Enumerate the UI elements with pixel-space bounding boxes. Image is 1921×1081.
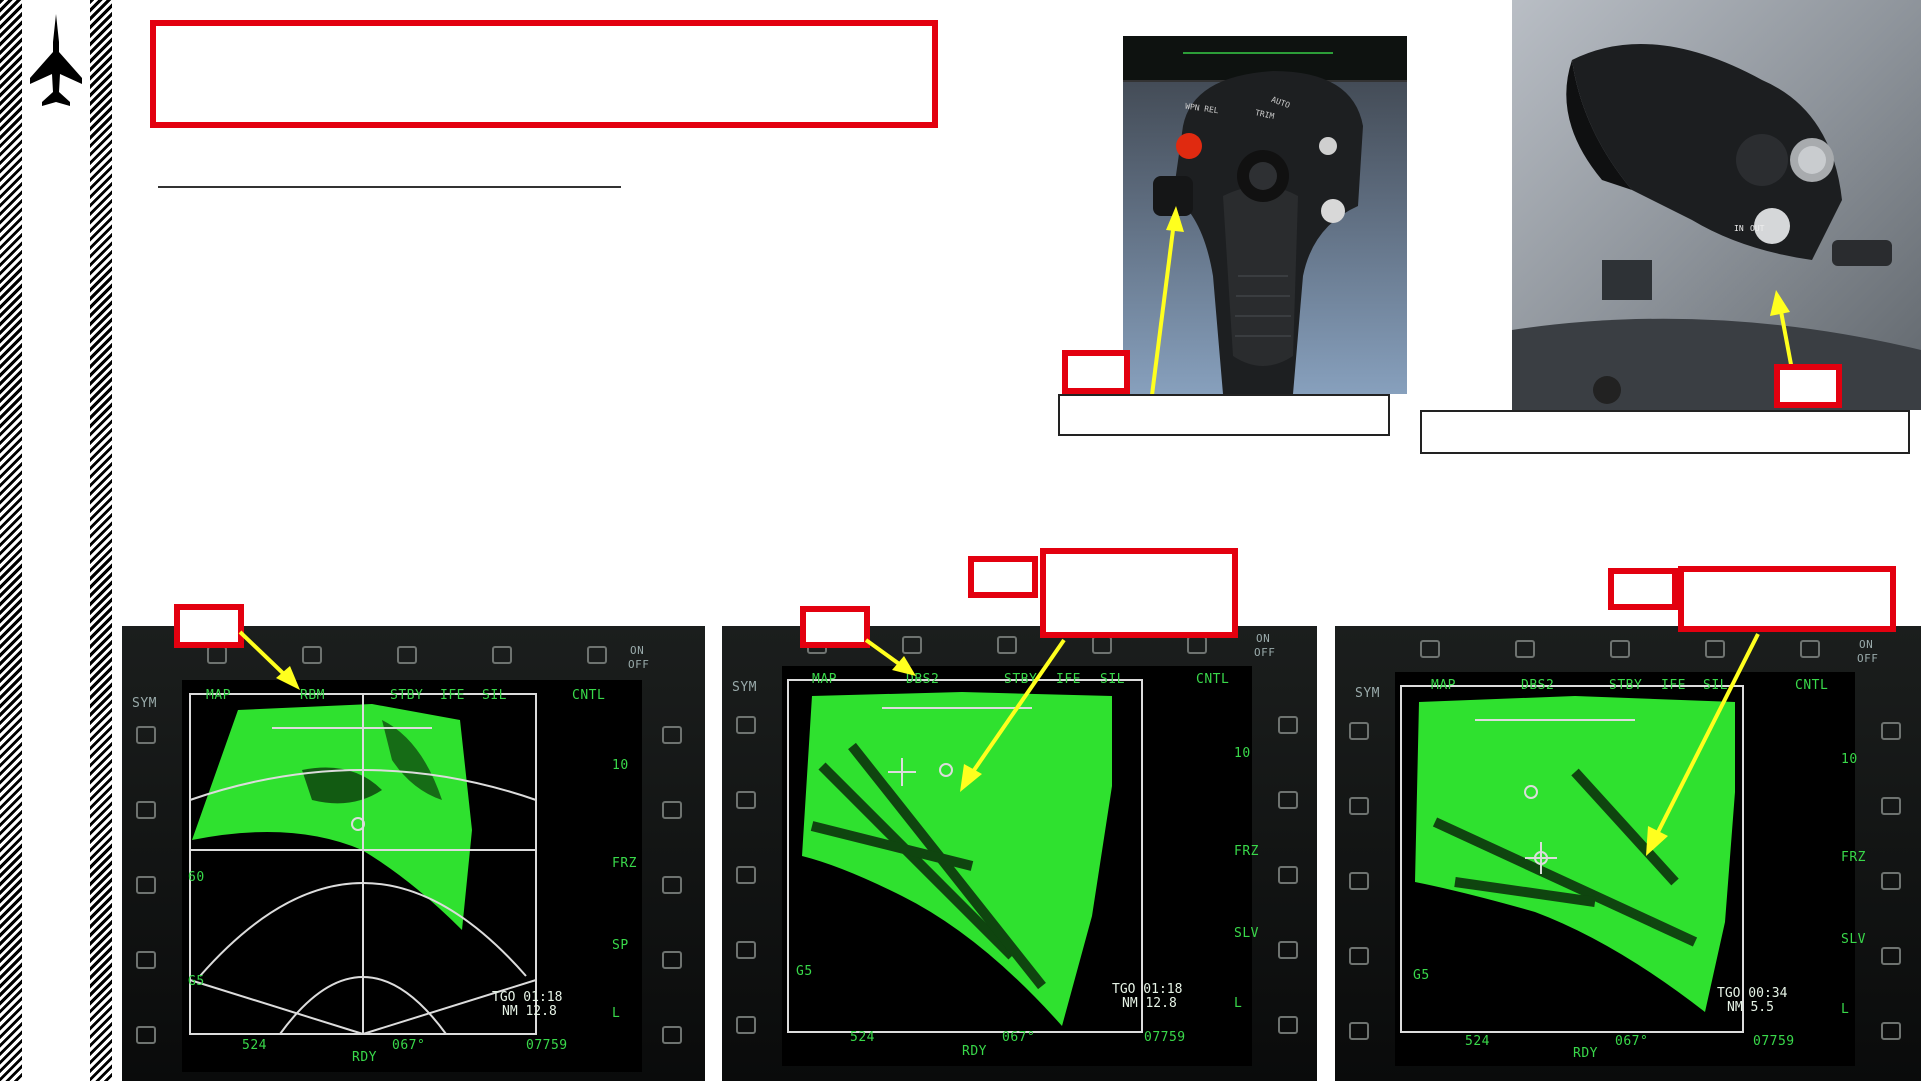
mfd2-large-callout-box xyxy=(1040,548,1238,638)
stick-yellow-arrow xyxy=(1150,206,1184,396)
throttle-drawing xyxy=(1512,44,1921,410)
mfd-nm: NM 12.8 xyxy=(502,1004,557,1019)
throttle-label-out: OUT xyxy=(1750,224,1765,233)
mfd-label-map[interactable]: MAP xyxy=(206,688,231,703)
mfd-bottom-rdy: RDY xyxy=(352,1050,377,1065)
mfd-bottom-right: 07759 xyxy=(1753,1034,1795,1049)
mfd-tgo: TGO 01:18 xyxy=(1112,982,1183,997)
mfd-label-onoff[interactable]: ON xyxy=(1256,632,1271,645)
mfd-tgo: TGO 00:34 xyxy=(1717,986,1788,1001)
mfd-label-map[interactable]: MAP xyxy=(1431,678,1456,693)
mfd-left-value-60: 60 xyxy=(188,870,205,885)
mfd-right-value-sp[interactable]: SP xyxy=(612,938,629,953)
mfd-dbs2-narrow: MAP DBS2 STBY IFE SIL CNTL SYM ON OFF G5… xyxy=(1335,626,1921,1081)
mfd-label-mode[interactable]: DBS2 xyxy=(906,672,940,687)
mfd2-yellow-arrow xyxy=(864,638,916,676)
throttle-caption-box xyxy=(1420,410,1910,454)
mfd-right-value-10: 10 xyxy=(1841,752,1858,767)
mfd-bottom-rdy: RDY xyxy=(1573,1046,1598,1061)
stick-callout-box xyxy=(1062,350,1130,394)
left-hatch-border-inner xyxy=(90,0,112,1081)
flight-stick-photo: WPN REL AUTO TRIM xyxy=(1123,36,1407,394)
mfd2-target-arrow xyxy=(960,638,1066,792)
mfd-label-mode[interactable]: RBM xyxy=(300,688,325,703)
mfd-rbm: MAP RBM STBY IFE SIL CNTL SYM ON OFF 60 … xyxy=(122,626,705,1081)
mfd3-target-arrow xyxy=(1646,633,1760,856)
mfd-label-cntl[interactable]: CNTL xyxy=(1196,672,1230,687)
mfd-label-map[interactable]: MAP xyxy=(812,672,837,687)
mfd-bottom-rdy: RDY xyxy=(962,1044,987,1059)
jet-silhouette-icon xyxy=(30,14,82,106)
mfd-right-value-l[interactable]: L xyxy=(1234,996,1243,1011)
title-box xyxy=(150,20,938,128)
mfd-bottom-right: 07759 xyxy=(1144,1030,1186,1045)
mfd-right-value-l[interactable]: L xyxy=(612,1006,621,1021)
mfd-bottom-right: 07759 xyxy=(526,1038,568,1053)
mfd-label-cntl[interactable]: CNTL xyxy=(1795,678,1829,693)
mfd-label-sil[interactable]: SIL xyxy=(482,688,507,703)
mfd-label-off[interactable]: OFF xyxy=(628,658,650,671)
radar-map-dbs2 xyxy=(787,679,1143,1033)
section-underline xyxy=(158,186,621,188)
mfd-heading: 067° xyxy=(392,1038,426,1053)
mfd1-mode-callout-box xyxy=(174,604,244,648)
throttle-label-in: IN xyxy=(1734,224,1744,233)
radar-map-rbm xyxy=(189,693,537,1035)
mfd-label-sym[interactable]: SYM xyxy=(1355,686,1380,701)
mfd-bottom-left: 524 xyxy=(850,1030,875,1045)
mfd-label-off[interactable]: OFF xyxy=(1857,652,1879,665)
left-hatch-border xyxy=(0,0,22,1081)
mfd-label-stby[interactable]: STBY xyxy=(1609,678,1643,693)
mfd-right-value-10: 10 xyxy=(612,758,629,773)
mfd-label-sil[interactable]: SIL xyxy=(1703,678,1728,693)
mfd2-small-callout-box xyxy=(968,556,1038,598)
mfd-right-value-10: 10 xyxy=(1234,746,1251,761)
mfd-left-value-gain: G5 xyxy=(796,964,813,979)
mfd-nm: NM 12.8 xyxy=(1122,996,1177,1011)
mfd-label-ife[interactable]: IFE xyxy=(440,688,465,703)
throttle-photo: IN OUT xyxy=(1512,0,1921,410)
mfd-right-value-frz[interactable]: FRZ xyxy=(1841,850,1866,865)
mfd3-small-callout-box xyxy=(1608,568,1678,610)
mfd-right-value-frz[interactable]: FRZ xyxy=(612,856,637,871)
mfd3-large-callout-box xyxy=(1678,566,1896,632)
mfd-left-value-gain: G5 xyxy=(188,974,205,989)
stick-grip-drawing xyxy=(1153,71,1363,394)
mfd-label-stby[interactable]: STBY xyxy=(390,688,424,703)
radar-map-dbs2-zoom xyxy=(1400,685,1744,1033)
mfd-label-ife[interactable]: IFE xyxy=(1661,678,1686,693)
mfd-label-off[interactable]: OFF xyxy=(1254,646,1276,659)
throttle-callout-box xyxy=(1774,364,1842,408)
mfd-tgo: TGO 01:18 xyxy=(492,990,563,1005)
mfd-nm: NM 5.5 xyxy=(1727,1000,1774,1015)
mfd-right-value-l[interactable]: L xyxy=(1841,1002,1850,1017)
mfd-label-ife[interactable]: IFE xyxy=(1056,672,1081,687)
mfd-heading: 067° xyxy=(1002,1030,1036,1045)
mfd-label-sym[interactable]: SYM xyxy=(132,696,157,711)
mfd-label-sil[interactable]: SIL xyxy=(1100,672,1125,687)
mfd-right-value-frz[interactable]: FRZ xyxy=(1234,844,1259,859)
mfd-right-value-slv[interactable]: SLV xyxy=(1234,926,1259,941)
mfd1-yellow-arrow xyxy=(238,630,300,690)
mfd-left-value-gain: G5 xyxy=(1413,968,1430,983)
mfd-right-value-slv[interactable]: SLV xyxy=(1841,932,1866,947)
stick-caption-box xyxy=(1058,394,1390,436)
mfd-label-sym[interactable]: SYM xyxy=(732,680,757,695)
mfd-label-onoff[interactable]: ON xyxy=(1859,638,1874,651)
mfd-label-stby[interactable]: STBY xyxy=(1004,672,1038,687)
mfd2-mode-callout-box xyxy=(800,606,870,648)
mfd-label-cntl[interactable]: CNTL xyxy=(572,688,606,703)
mfd-label-onoff[interactable]: ON xyxy=(630,644,645,657)
mfd-heading: 067° xyxy=(1615,1034,1649,1049)
mfd-bottom-left: 524 xyxy=(1465,1034,1490,1049)
mfd-bottom-left: 524 xyxy=(242,1038,267,1053)
mfd-label-mode[interactable]: DBS2 xyxy=(1521,678,1555,693)
